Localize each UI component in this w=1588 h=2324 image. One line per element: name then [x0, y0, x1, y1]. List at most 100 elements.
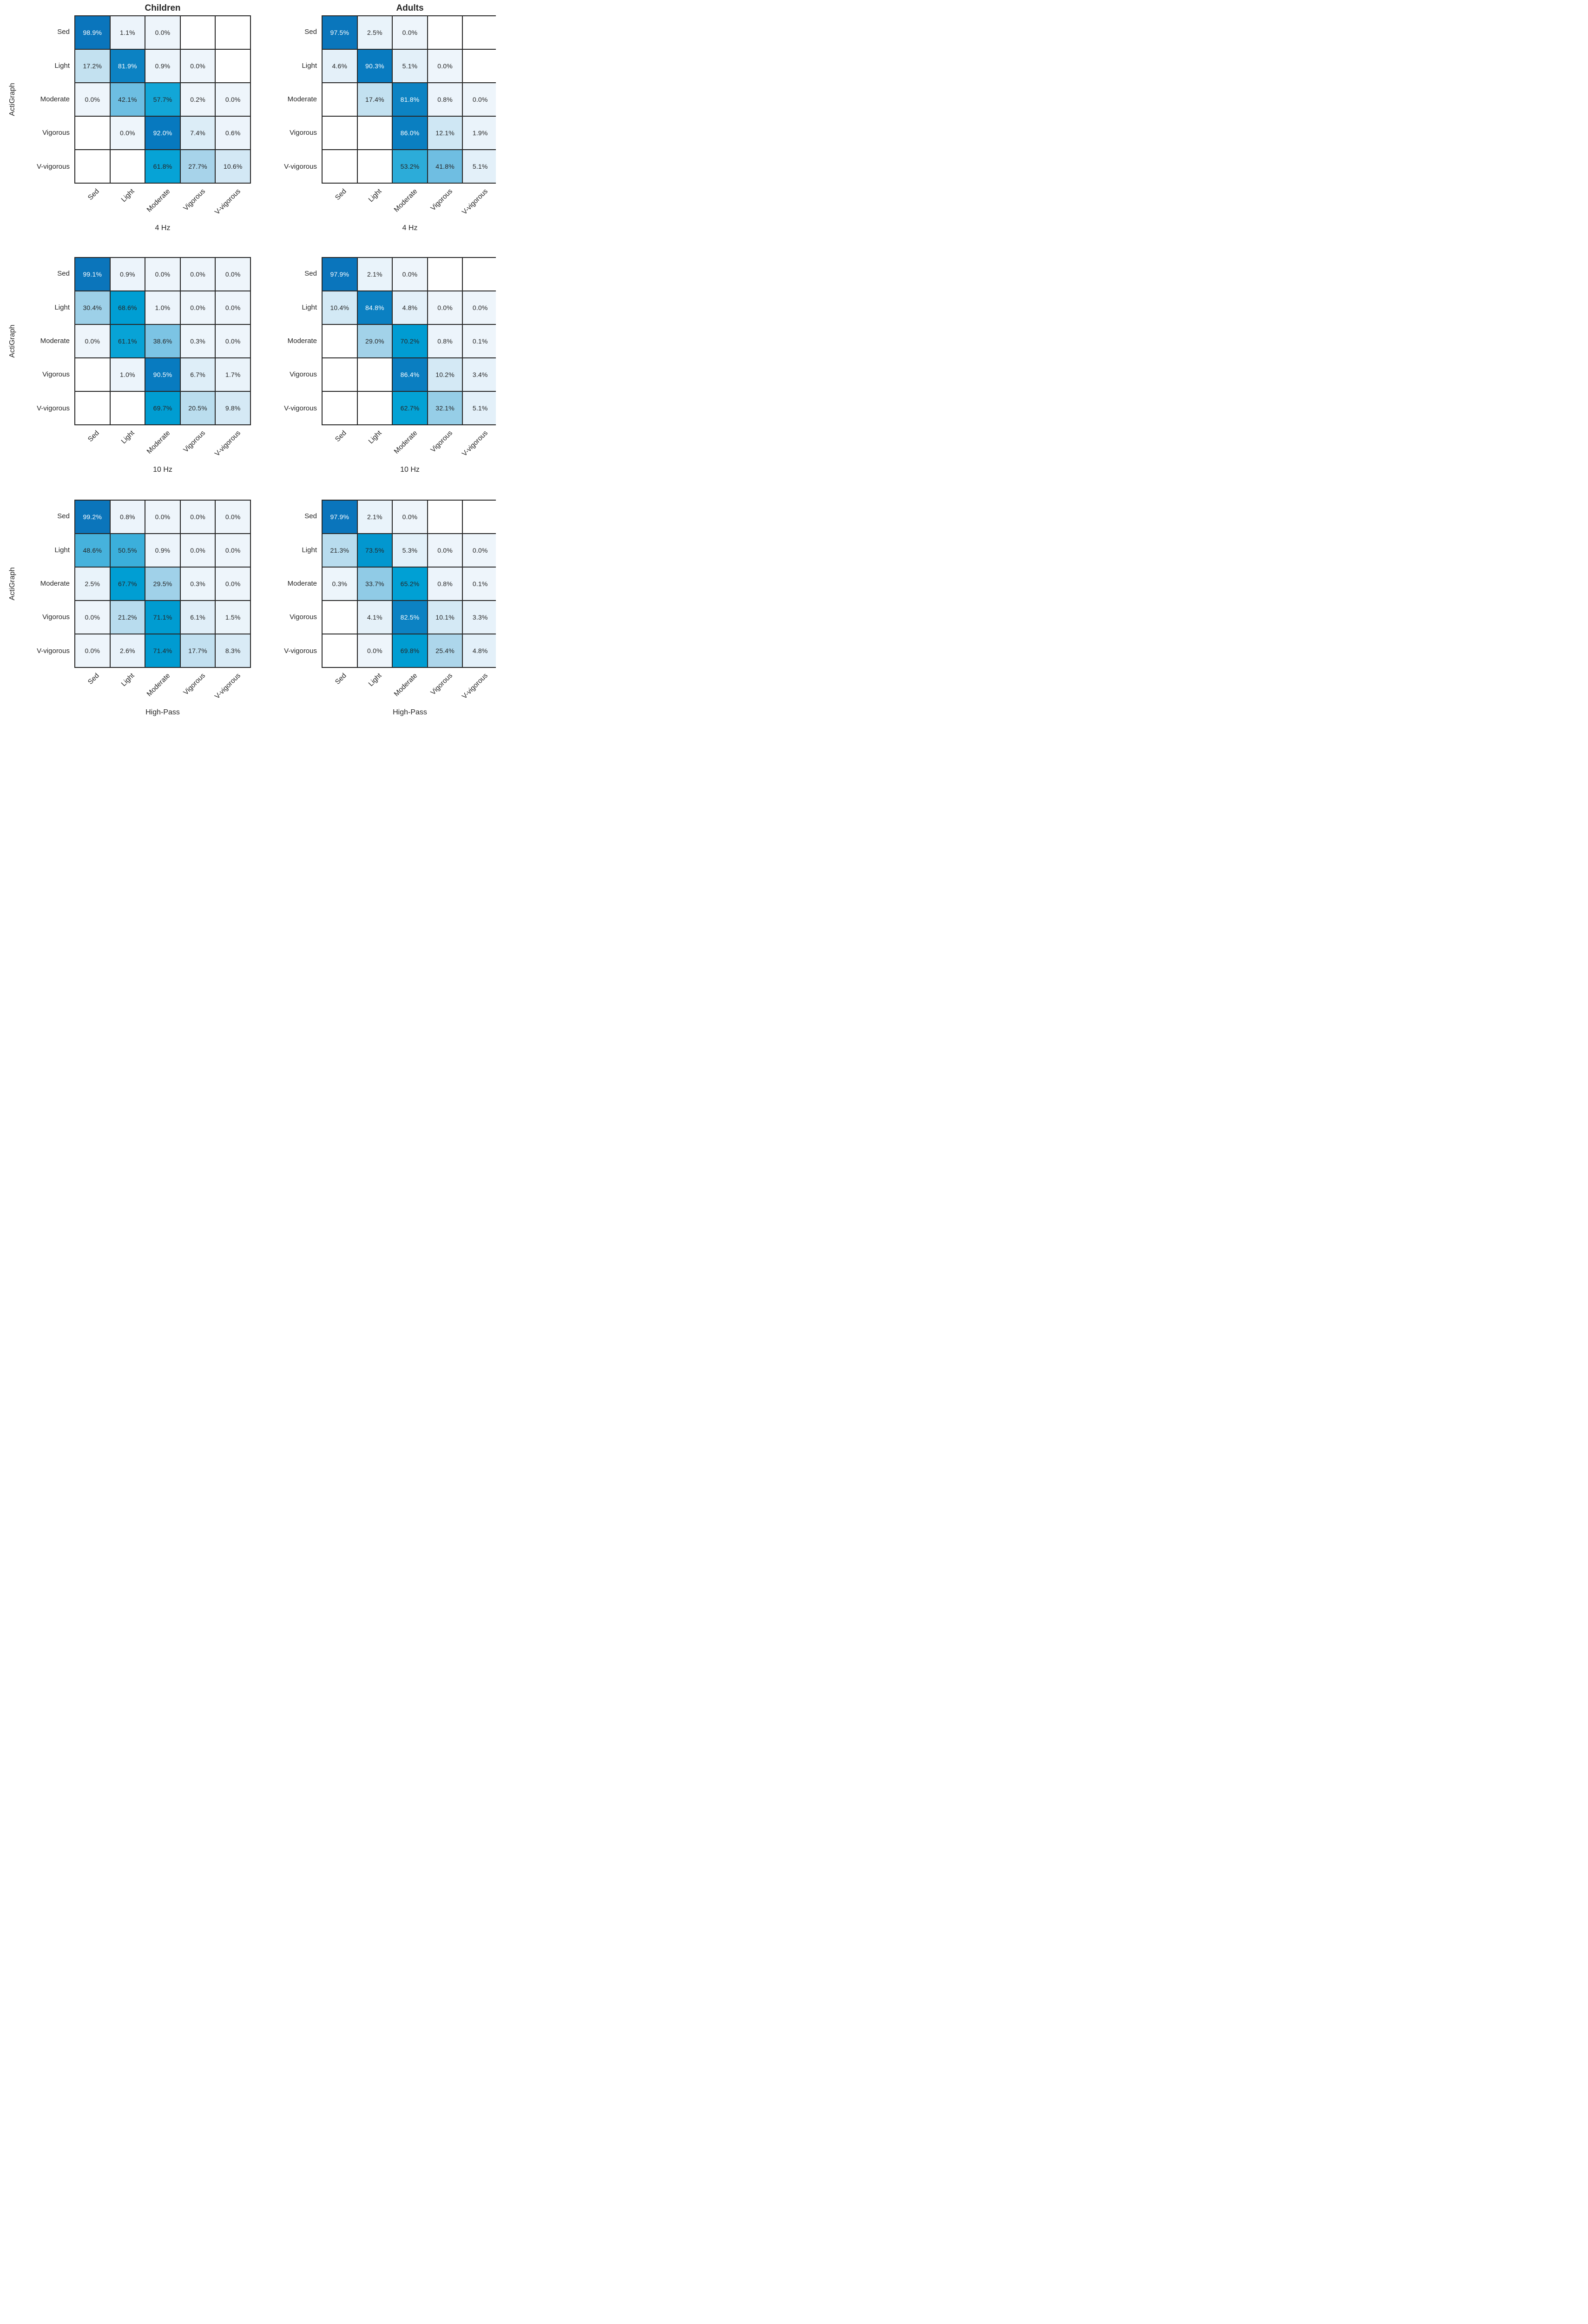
y-tick-label: V-vigorous	[37, 404, 70, 412]
matrix-cell: 41.8%	[428, 150, 462, 183]
matrix-cell	[323, 83, 357, 116]
matrix-cell: 10.1%	[428, 601, 462, 634]
matrix-cell: 4.8%	[393, 291, 427, 324]
y-tick-label: Vigorous	[42, 370, 70, 379]
matrix-cell: 42.1%	[110, 83, 145, 116]
x-tick-label: Vigorous	[429, 672, 455, 697]
matrix-cell: 0.0%	[357, 634, 392, 667]
x-tick-label: Light	[119, 672, 137, 688]
x-tick-label: Moderate	[145, 187, 172, 214]
matrix-cell: 0.0%	[428, 534, 462, 567]
matrix-cell: 69.8%	[393, 634, 427, 667]
x-tick-label: Sed	[334, 187, 349, 202]
matrix-cell: 99.1%	[75, 258, 110, 290]
y-tick-label: Light	[54, 303, 70, 311]
matrix-cell: 5.3%	[393, 534, 427, 567]
x-tick-label: Light	[367, 187, 384, 204]
matrix-cell: 92.0%	[145, 117, 180, 149]
y-tick-label: Sed	[304, 28, 317, 36]
matrix-cell: 71.4%	[145, 634, 180, 667]
matrix-cell: 97.5%	[323, 16, 357, 49]
matrix-cell	[357, 117, 392, 149]
matrix-cell	[428, 258, 462, 290]
x-tick-label: Sed	[86, 187, 101, 202]
x-tick-label: Moderate	[392, 672, 419, 698]
x-axis-label: 4 Hz	[155, 224, 171, 232]
y-tick-label: Vigorous	[42, 129, 70, 137]
matrix-cell: 32.1%	[428, 392, 462, 424]
y-tick-label: V-vigorous	[284, 647, 317, 655]
matrix-cell: 6.1%	[180, 601, 215, 634]
matrix-cell: 38.6%	[145, 325, 180, 357]
x-tick-label: Sed	[86, 672, 101, 686]
y-tick-label: V-vigorous	[284, 162, 317, 171]
x-tick-label: Moderate	[392, 429, 419, 456]
matrix-cell: 1.5%	[216, 601, 250, 634]
matrix-cell: 1.7%	[216, 358, 250, 391]
matrix-cell: 0.0%	[180, 501, 215, 533]
x-tick-label: Sed	[86, 429, 101, 443]
matrix-cell: 0.0%	[75, 601, 110, 634]
matrix-cell: 12.1%	[428, 117, 462, 149]
matrix-cell: 21.3%	[323, 534, 357, 567]
y-tick-label: Light	[54, 546, 70, 554]
y-tick-label: Moderate	[40, 580, 70, 588]
matrix-cell: 0.8%	[110, 501, 145, 533]
matrix-cell: 0.0%	[216, 83, 250, 116]
matrix-cell: 5.1%	[393, 50, 427, 82]
x-tick-label: Vigorous	[429, 187, 455, 212]
x-tick-label: Vigorous	[182, 429, 207, 454]
x-tick-label: V-vigorous	[460, 429, 490, 458]
matrix-cell	[428, 16, 462, 49]
x-tick-label: Light	[367, 429, 384, 446]
x-tick-label: Moderate	[145, 672, 172, 698]
matrix-cell: 0.0%	[393, 501, 427, 533]
y-tick-label: Moderate	[287, 95, 317, 103]
matrix-cell: 0.0%	[393, 258, 427, 290]
matrix-cell: 0.9%	[145, 534, 180, 567]
matrix-cell: 86.4%	[393, 358, 427, 391]
matrix-cell: 8.3%	[216, 634, 250, 667]
matrix-cell: 0.0%	[180, 258, 215, 290]
matrix-cell: 33.7%	[357, 568, 392, 600]
y-tick-label: Sed	[57, 270, 70, 278]
matrix-cell: 10.6%	[216, 150, 250, 183]
x-tick-label: V-vigorous	[213, 429, 243, 458]
matrix-cell	[428, 501, 462, 533]
x-axis-label: 10 Hz	[400, 466, 420, 474]
matrix-cell: 0.0%	[75, 325, 110, 357]
x-tick-label: Light	[119, 187, 137, 204]
matrix-cell: 6.7%	[180, 358, 215, 391]
matrix-cell: 10.2%	[428, 358, 462, 391]
y-tick-label: Moderate	[287, 337, 317, 345]
matrix-cell: 0.0%	[216, 568, 250, 600]
x-tick-label: Light	[367, 672, 384, 688]
matrix-cell	[323, 634, 357, 667]
matrix-cell: 90.3%	[357, 50, 392, 82]
x-tick-label: V-vigorous	[213, 187, 243, 217]
heatmap-grid-adults-4-hz: 97.5% 2.5% 0.0% 4.6% 90.3% 5.1% 0.0% 17.4% 81.8%…	[322, 15, 496, 184]
matrix-cell	[463, 258, 496, 290]
matrix-cell	[357, 392, 392, 424]
matrix-cell: 97.9%	[323, 258, 357, 290]
x-tick-label: Vigorous	[182, 672, 207, 697]
matrix-cell	[463, 50, 496, 82]
column-title: Adults	[396, 3, 424, 13]
matrix-cell: 0.0%	[216, 534, 250, 567]
matrix-cell: 97.9%	[323, 501, 357, 533]
column-title: Children	[145, 3, 181, 13]
y-tick-label: Vigorous	[42, 613, 70, 621]
y-tick-label: Moderate	[287, 580, 317, 588]
matrix-cell: 86.0%	[393, 117, 427, 149]
heatmap-grid-adults-high-pass: 97.9% 2.1% 0.0% 21.3% 73.5% 5.3% 0.0% 0.0% 0.3% 3…	[322, 500, 496, 668]
x-tick-label: Sed	[334, 672, 349, 686]
matrix-cell	[323, 392, 357, 424]
matrix-cell: 4.6%	[323, 50, 357, 82]
y-tick-label: Moderate	[40, 337, 70, 345]
matrix-cell: 82.5%	[393, 601, 427, 634]
matrix-cell	[323, 358, 357, 391]
matrix-cell: 67.7%	[110, 568, 145, 600]
matrix-cell: 1.0%	[145, 291, 180, 324]
matrix-cell: 0.0%	[428, 50, 462, 82]
matrix-cell	[110, 150, 145, 183]
